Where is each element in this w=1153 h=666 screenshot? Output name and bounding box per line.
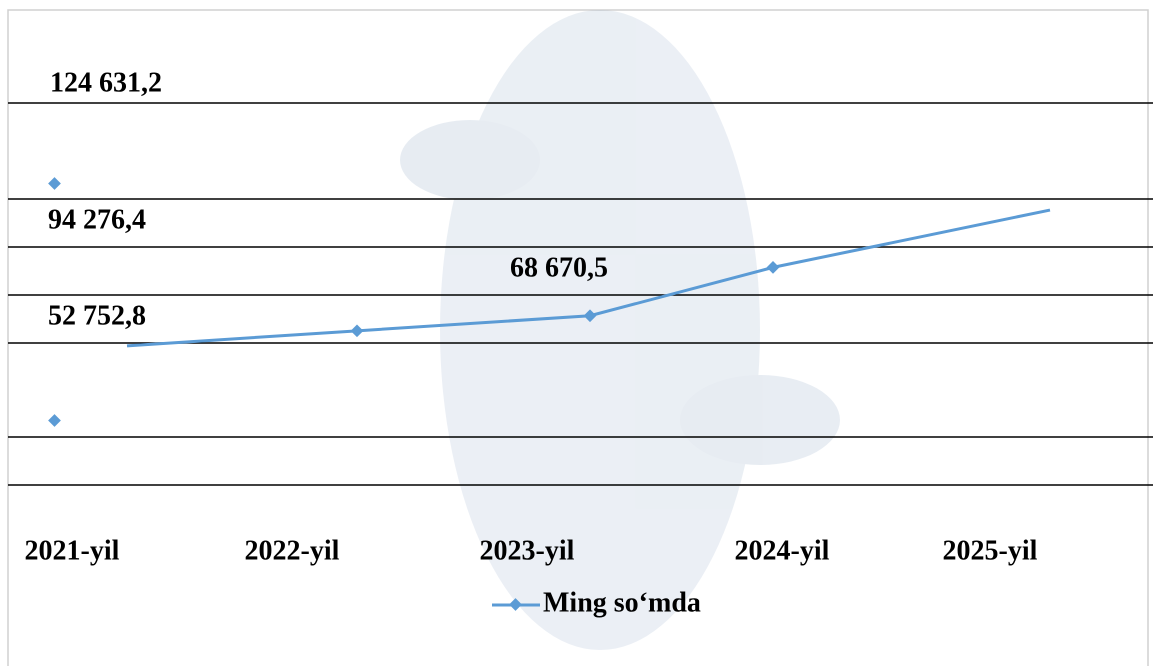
grid-lines <box>8 102 1153 486</box>
background-decoration <box>400 10 840 650</box>
data-label: 52 752,8 <box>48 300 146 331</box>
x-tick-label: 2024-yil <box>735 535 830 566</box>
x-tick-label: 2025-yil <box>943 535 1038 566</box>
x-tick-label: 2022-yil <box>245 535 340 566</box>
data-label: 124 631,2 <box>50 67 162 98</box>
data-label: 94 276,4 <box>48 204 146 235</box>
stray-marker <box>48 414 61 427</box>
stray-marker <box>48 177 61 190</box>
data-label: 68 670,5 <box>510 252 608 283</box>
chart-frame <box>7 9 1149 666</box>
data-point <box>766 261 780 274</box>
x-tick-label: 2021-yil <box>25 535 120 566</box>
legend-label: Ming so‘mda <box>543 587 701 618</box>
data-point <box>350 324 364 338</box>
x-tick-label: 2023-yil <box>480 535 575 566</box>
